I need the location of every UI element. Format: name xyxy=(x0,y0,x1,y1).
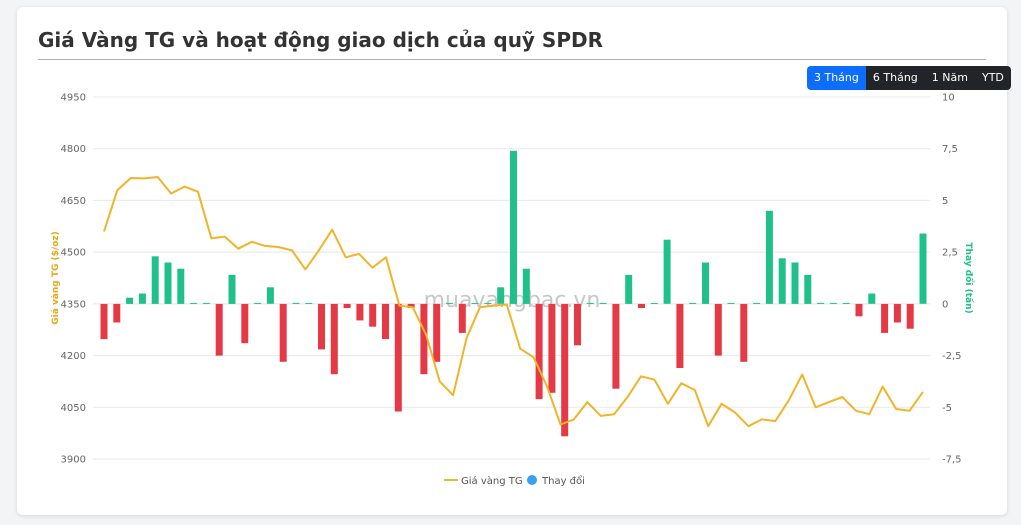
change-bar xyxy=(829,302,837,304)
change-bar xyxy=(318,303,325,350)
left-tick-label: 3900 xyxy=(61,455,86,466)
change-bar xyxy=(433,303,441,362)
change-bar xyxy=(190,302,198,304)
change-bar xyxy=(574,303,581,346)
change-bar xyxy=(471,302,479,304)
change-bar xyxy=(177,268,185,304)
change-bar xyxy=(650,302,658,304)
legend-gold-label[interactable]: Giá vàng TG xyxy=(461,475,523,487)
change-bar xyxy=(881,303,889,333)
change-bar xyxy=(241,303,249,344)
change-bar xyxy=(522,268,530,304)
change-bar xyxy=(663,239,671,304)
change-bar xyxy=(369,303,377,327)
change-bar xyxy=(561,303,569,437)
legend-change-label[interactable]: Thay đổi xyxy=(541,474,585,487)
range-button-group: 3 Tháng 6 Tháng 1 Năm YTD xyxy=(807,66,1011,90)
change-bar xyxy=(228,274,236,304)
change-bar xyxy=(714,303,722,356)
change-bar xyxy=(727,302,735,304)
change-bar xyxy=(407,303,415,308)
legend: Giá vàng TG Thay đổi xyxy=(444,474,585,487)
legend-change-swatch xyxy=(527,475,537,485)
right-tick-label: 10 xyxy=(942,93,955,104)
change-bar xyxy=(868,293,876,304)
change-bar xyxy=(420,303,428,375)
right-tick-label: 0 xyxy=(942,299,948,310)
change-bar xyxy=(791,262,799,304)
change-bar xyxy=(919,233,927,304)
left-tick-label: 4650 xyxy=(61,196,86,207)
right-tick-label: -5 xyxy=(942,403,952,414)
change-bar xyxy=(382,303,389,340)
change-bar xyxy=(676,303,684,368)
title-divider xyxy=(38,59,986,60)
range-button-6-months[interactable]: 6 Tháng xyxy=(865,66,925,90)
left-axis-title: Giá vàng TG ($/oz) xyxy=(51,231,61,324)
change-bar xyxy=(446,302,453,304)
gold-price-line xyxy=(103,176,924,428)
change-bar xyxy=(753,302,761,304)
change-bar xyxy=(689,302,697,304)
change-bar xyxy=(842,302,850,304)
change-bar xyxy=(202,302,210,304)
change-bar xyxy=(458,303,466,333)
range-button-3-months[interactable]: 3 Tháng xyxy=(807,66,866,90)
change-bar xyxy=(599,302,607,304)
change-bar xyxy=(215,303,223,356)
change-bar xyxy=(254,302,262,304)
range-button-ytd[interactable]: YTD xyxy=(974,66,1011,90)
change-bar xyxy=(151,256,159,304)
change-bar xyxy=(625,274,633,304)
change-bar xyxy=(817,302,825,304)
right-tick-label: -7,5 xyxy=(942,455,962,466)
change-bar xyxy=(638,303,645,308)
change-bar xyxy=(855,303,863,317)
right-axis-ticks: 10 7,5 5 2,5 0 -2,5 -5 -7,5 xyxy=(942,93,962,466)
range-button-1-year[interactable]: 1 Năm xyxy=(924,66,975,90)
change-bar xyxy=(279,303,287,362)
change-bar xyxy=(394,303,402,412)
change-bar xyxy=(330,303,338,375)
change-bar xyxy=(113,303,121,323)
left-tick-label: 4800 xyxy=(61,144,86,155)
right-tick-label: 2,5 xyxy=(942,248,958,259)
right-axis-title: Thay đổi (tấn) xyxy=(963,242,975,313)
change-bar xyxy=(612,303,620,389)
page-title: Giá Vàng TG và hoạt động giao dịch của q… xyxy=(38,28,603,52)
left-tick-label: 4500 xyxy=(61,248,86,259)
change-bar xyxy=(548,303,556,393)
change-bar xyxy=(765,210,773,304)
change-bar xyxy=(893,303,901,323)
change-bar xyxy=(702,262,709,304)
change-bar xyxy=(138,293,146,304)
left-tick-label: 4950 xyxy=(61,93,86,104)
change-bar xyxy=(100,303,108,340)
left-axis-ticks: 4950 4800 4650 4500 4350 4200 4050 3900 xyxy=(61,93,86,466)
change-bar xyxy=(535,303,543,400)
right-tick-label: 7,5 xyxy=(942,144,958,155)
change-bar xyxy=(906,303,914,329)
change-bar xyxy=(164,262,172,304)
change-bar xyxy=(266,287,274,304)
left-tick-label: 4350 xyxy=(61,299,86,310)
right-tick-label: -2,5 xyxy=(942,351,962,362)
right-tick-label: 5 xyxy=(942,196,948,207)
change-bars xyxy=(100,150,927,437)
change-bar xyxy=(497,287,505,304)
change-bar xyxy=(356,303,364,321)
change-bar xyxy=(292,302,300,304)
change-bar xyxy=(740,303,748,362)
change-bar xyxy=(126,297,134,304)
change-bar xyxy=(804,274,812,304)
change-bar xyxy=(586,302,594,304)
change-bar xyxy=(778,258,786,304)
change-bar xyxy=(510,150,517,304)
change-bar xyxy=(343,303,351,308)
left-tick-label: 4200 xyxy=(61,351,86,362)
change-bar xyxy=(305,302,313,304)
change-bar xyxy=(484,302,492,304)
left-tick-label: 4050 xyxy=(61,403,86,414)
